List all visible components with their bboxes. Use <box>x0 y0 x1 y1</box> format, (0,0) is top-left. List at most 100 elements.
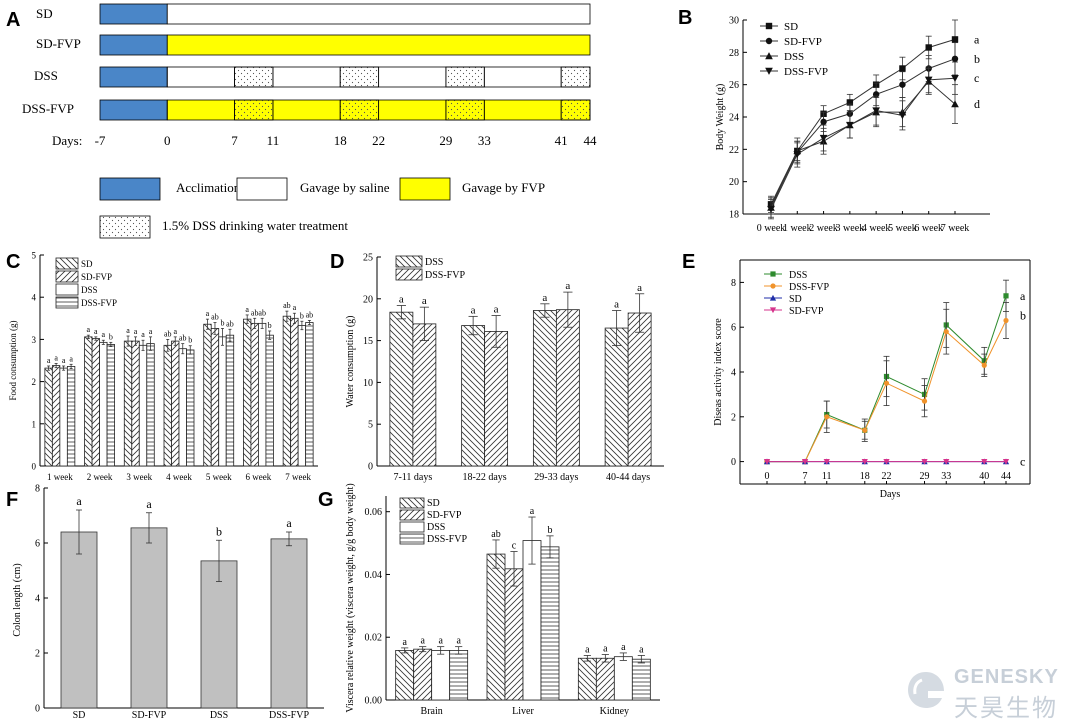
panel-e-x-tick-label: 11 <box>822 471 832 482</box>
timeline-dss-window <box>445 66 485 88</box>
panel-a-day-label: 18 <box>334 133 347 148</box>
panel-b-y-tick-label: 18 <box>729 210 739 221</box>
panel-b-point <box>820 118 827 126</box>
panel-c-bar <box>59 367 68 467</box>
panel-f-significance-letter: b <box>216 524 222 538</box>
panel-e-x-tick-label: 29 <box>920 471 930 482</box>
panel-g-x-tick-label: Kidney <box>600 706 629 717</box>
panel-g-y-tick-label: 0.00 <box>365 696 383 707</box>
panel-b-x-tick-label: 3 week <box>836 223 865 234</box>
panel-c-y-tick-label: 4 <box>32 293 37 303</box>
panel-b-legend-marker <box>765 37 773 45</box>
panel-g-legend-label: SD <box>427 498 440 509</box>
panel-c-x-tick-label: 4 week <box>166 472 192 482</box>
panel-g-significance-letter: c <box>512 541 517 552</box>
panel-c-significance-letter: a <box>126 326 130 335</box>
panel-b-legend-label: SD <box>784 21 798 33</box>
panel-c-y-tick-label: 5 <box>32 251 37 261</box>
panel-c-bar <box>305 322 314 467</box>
panel-b-legend-marker <box>765 52 773 60</box>
legend-dss-swatch <box>99 215 151 239</box>
panel-g-legend-swatch <box>399 533 425 545</box>
timeline-treatment-segment <box>166 34 591 56</box>
panel-d-significance-letter: a <box>614 299 619 311</box>
panel-e-legend-marker <box>769 307 777 314</box>
panel-f-significance-letter: a <box>286 516 292 530</box>
panel-d-y-tick-label: 20 <box>363 294 373 305</box>
panel-g-y-axis-title: Viscera relative weight (viscera weight,… <box>345 483 356 712</box>
panel-c-bar <box>225 334 235 467</box>
panel-b-point <box>819 134 828 142</box>
panel-d-bar <box>532 310 557 467</box>
panel-g-bar <box>577 657 597 701</box>
panel-g-significance-letter: ab <box>491 529 500 540</box>
panel-c-significance-letter: a <box>141 330 145 339</box>
panel-c-bar <box>131 340 140 467</box>
panel-e-point <box>801 459 809 465</box>
panel-e-legend-label: DSS <box>789 270 807 281</box>
legend-fvp-swatch <box>399 177 451 201</box>
panel-d-significance-letter: a <box>422 295 427 307</box>
panel-c-bar <box>84 336 93 467</box>
panel-g-y-tick-label: 0.06 <box>365 507 383 518</box>
panel-f-bar <box>200 560 238 709</box>
genesky-watermark: GENESKY 天昊生物 <box>902 664 1072 722</box>
panel-c-legend-swatch <box>55 270 79 283</box>
timeline-treatment-segment <box>166 3 591 25</box>
panel-d-y-axis-title: Water consumption (g) <box>345 316 356 408</box>
panel-b-point <box>872 107 880 115</box>
panel-e-point <box>824 414 830 420</box>
panel-c-significance-letter: a <box>94 327 98 336</box>
panel-c-bar <box>218 336 227 467</box>
panel-g-significance-letter: a <box>585 644 590 655</box>
panel-b-point <box>951 75 959 83</box>
panel-c-significance-letter: ab <box>251 308 259 317</box>
panel-f-bar <box>270 538 308 709</box>
panel-d-y-tick-label: 10 <box>363 378 373 389</box>
watermark-cn: 天昊生物 <box>954 694 1058 722</box>
panel-c-significance-letter: b <box>300 311 304 320</box>
panel-letter-a: A <box>6 9 20 31</box>
timeline-acclimation-segment <box>99 3 168 25</box>
panel-f-y-tick-label: 8 <box>35 484 40 495</box>
panel-e-point <box>1002 459 1010 465</box>
panel-d-x-tick-label: 7-11 days <box>393 472 432 483</box>
panel-f-x-tick-label: DSS <box>210 710 228 721</box>
panel-e-x-tick-label: 7 <box>803 471 808 482</box>
panel-c-x-tick-label: 6 week <box>246 472 272 482</box>
panel-c-significance-letter: a <box>69 354 73 363</box>
panel-e-point <box>981 459 988 465</box>
panel-d-chart: 0 5 10 15 20 25 7-11 days a a 18-22 days a a 29-33 d… <box>345 253 664 483</box>
panel-e-x-tick-label: 18 <box>860 471 870 482</box>
panel-c-significance-letter: a <box>293 303 297 312</box>
panel-g-bar <box>504 568 524 701</box>
panel-c-bar <box>186 349 195 467</box>
panel-g-y-tick-label: 0.02 <box>365 633 383 644</box>
panel-d-y-tick-label: 0 <box>368 462 373 473</box>
panel-c-significance-letter: b <box>109 332 113 341</box>
panel-b-x-tick-label: 6 week <box>914 223 943 234</box>
panel-g-bar <box>613 656 633 701</box>
panel-c-significance-letter: a <box>245 305 249 314</box>
panel-d-significance-letter: a <box>399 293 404 305</box>
panel-b-series-line <box>770 77 956 210</box>
panel-c-significance-letter: a <box>62 356 66 365</box>
panel-b-point <box>924 76 933 84</box>
panel-c-legend-swatch <box>55 283 79 296</box>
panel-e-point <box>981 362 987 368</box>
panel-e-y-tick-label: 4 <box>731 368 736 379</box>
panel-a-day-label: 33 <box>478 133 491 148</box>
panel-c-bar <box>66 366 76 467</box>
panel-c-bar <box>210 328 220 467</box>
panel-f-y-tick-label: 4 <box>35 594 40 605</box>
panel-a-timeline: -7 0 7 11 18 22 29 33 41 44 <box>95 3 597 148</box>
panel-g-legend-label: DSS-FVP <box>427 534 467 545</box>
panel-e-legend-marker <box>770 271 776 277</box>
legend-saline-label: Gavage by saline <box>300 180 390 195</box>
panel-e-x-tick-label: 0 <box>765 471 770 482</box>
panel-b-point <box>899 65 906 72</box>
panel-d-legend-label: DSS <box>425 257 443 268</box>
panel-c-x-tick-label: 5 week <box>206 472 232 482</box>
panel-f-y-tick-label: 0 <box>35 704 40 715</box>
